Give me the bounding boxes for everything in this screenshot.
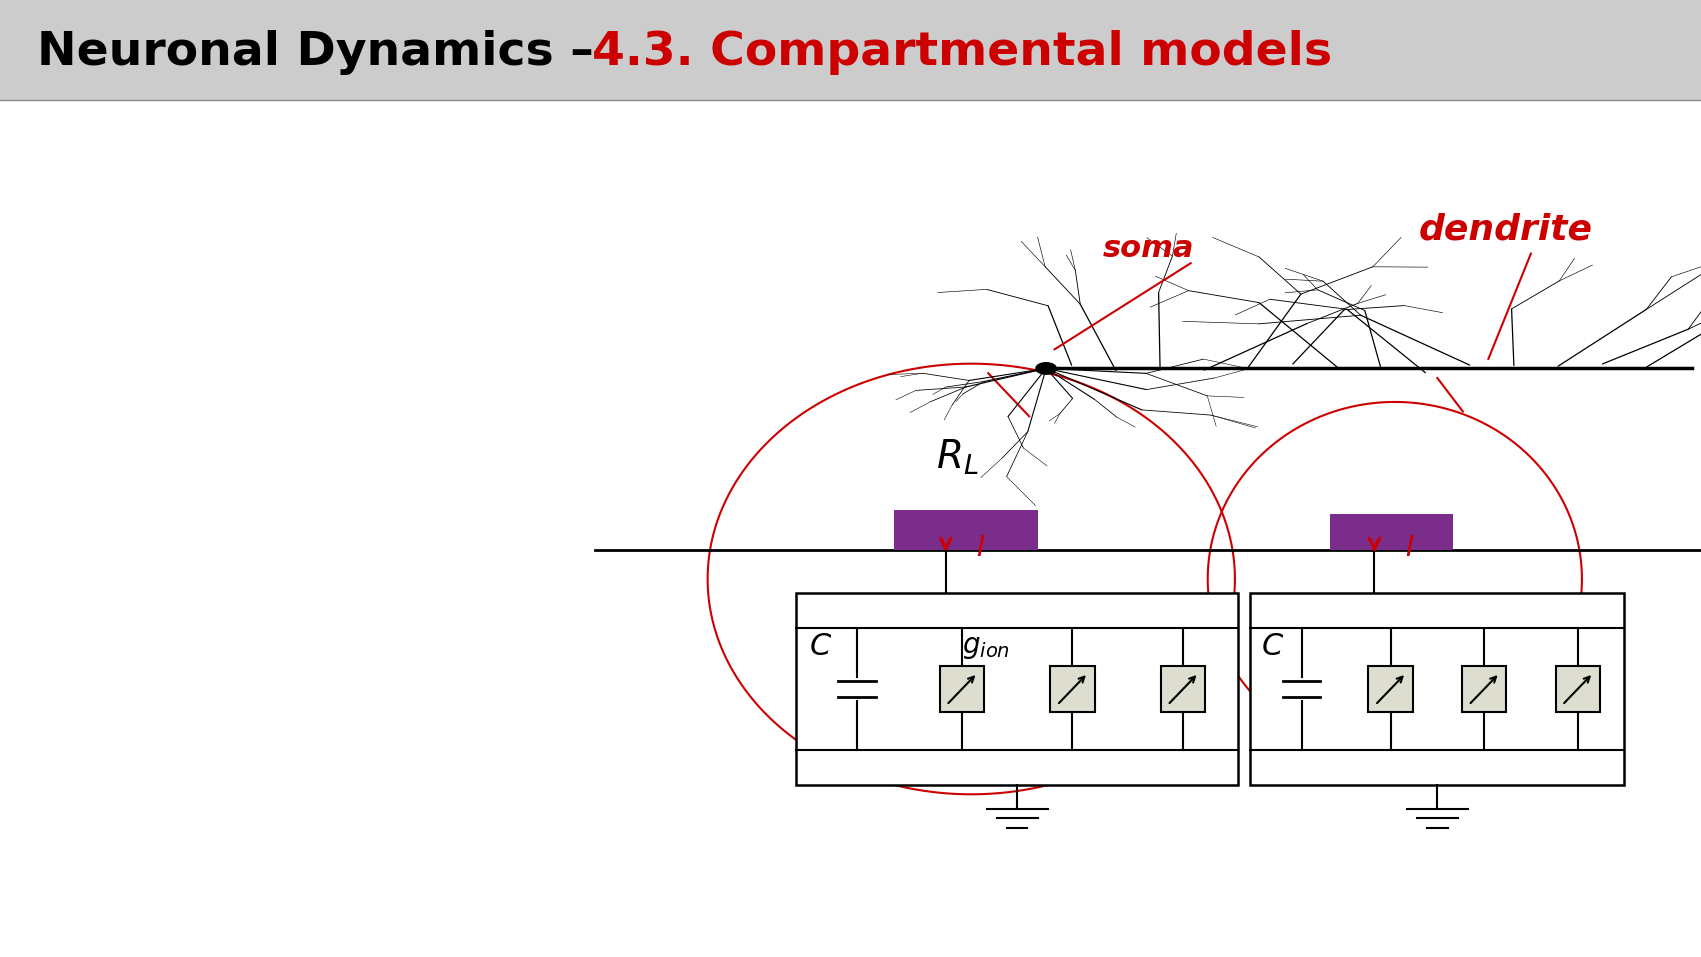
Text: $\mathit{I}$: $\mathit{I}$	[1405, 534, 1415, 563]
Bar	[895, 510, 1038, 550]
Bar	[1051, 666, 1095, 712]
Text: $\mathit{I}$: $\mathit{I}$	[976, 534, 987, 563]
Bar	[796, 593, 1238, 785]
Text: $\mathit{C}$: $\mathit{C}$	[810, 633, 832, 661]
Text: soma: soma	[1102, 234, 1194, 263]
Bar	[939, 666, 983, 712]
Text: $\mathit{C}$: $\mathit{C}$	[1262, 633, 1284, 661]
Text: $\mathit{R}_L$: $\mathit{R}_L$	[936, 437, 980, 478]
Text: Neuronal Dynamics –: Neuronal Dynamics –	[37, 30, 611, 76]
Bar	[1330, 514, 1453, 550]
Bar	[1368, 666, 1414, 712]
Bar	[1555, 666, 1599, 712]
Text: 4.3. Compartmental models: 4.3. Compartmental models	[592, 30, 1332, 76]
Text: $\mathit{g}_{ion}$: $\mathit{g}_{ion}$	[963, 633, 1010, 661]
Bar	[1160, 666, 1204, 712]
Text: dendrite: dendrite	[1419, 212, 1592, 247]
Circle shape	[1036, 363, 1056, 374]
Bar	[1250, 593, 1624, 785]
Bar	[0, 0, 1701, 100]
Bar	[1463, 666, 1507, 712]
